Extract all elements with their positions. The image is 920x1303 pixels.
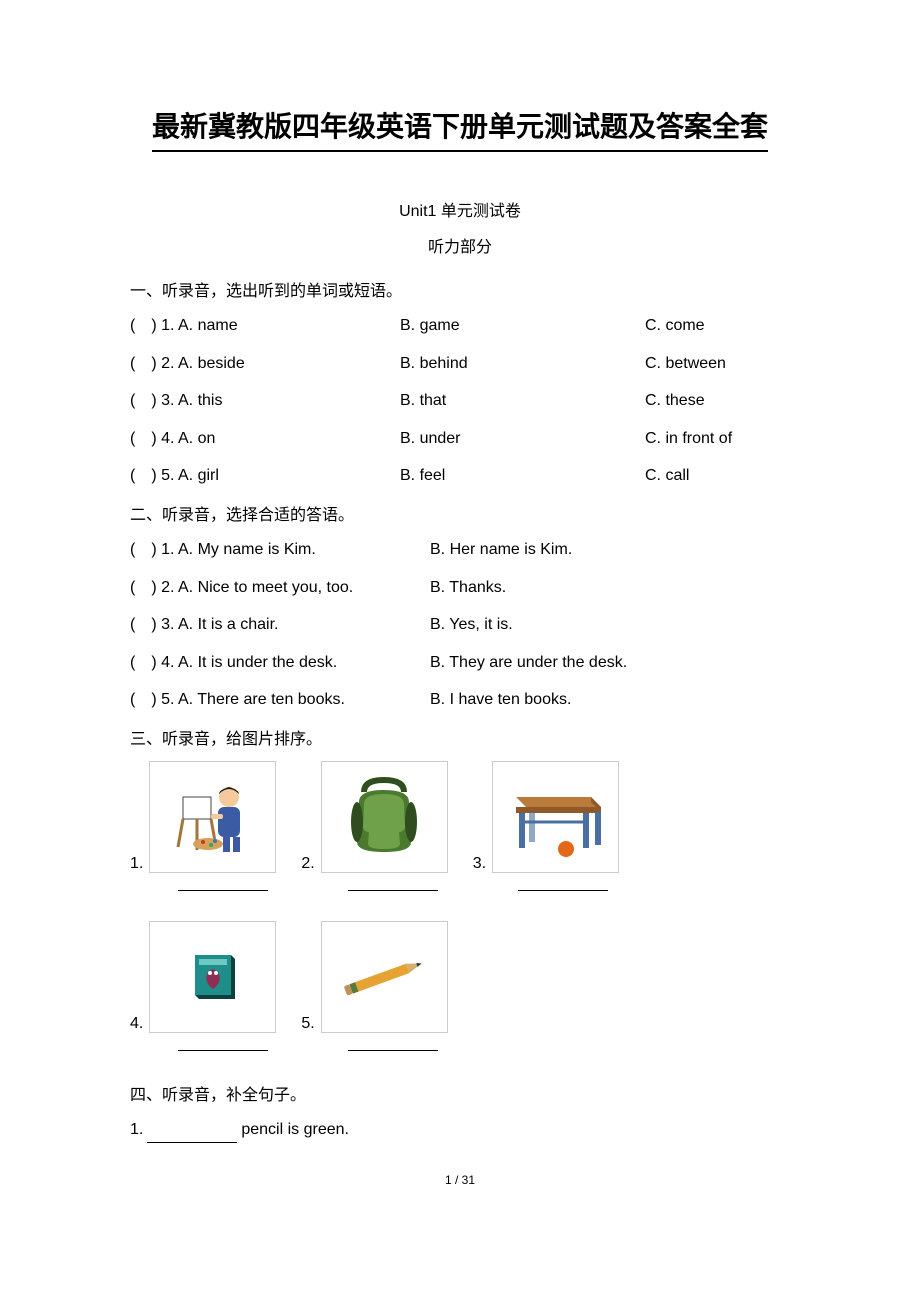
blank-row-2 [130, 1038, 790, 1056]
option-c: C. in front of [645, 426, 732, 452]
section4-question-1: 1. pencil is green. [130, 1117, 790, 1143]
answer-blank [300, 1038, 445, 1056]
option-c: C. come [645, 313, 705, 339]
image-item: 2. [301, 761, 447, 873]
option-a: ( ) 2. A. Nice to meet you, too. [130, 575, 430, 601]
answer-blank [470, 878, 615, 896]
option-b: B. Thanks. [430, 575, 506, 601]
section2-heading: 二、听录音，选择合适的答语。 [130, 501, 790, 525]
q1-prefix: 1. [130, 1117, 143, 1143]
option-c: C. between [645, 351, 726, 377]
option-b: B. Yes, it is. [430, 612, 513, 638]
q1-suffix: pencil is green. [241, 1117, 349, 1143]
image-number: 1. [130, 855, 143, 873]
pencil-image [321, 921, 448, 1033]
image-item: 1. [130, 761, 276, 873]
answer-blank [130, 1038, 275, 1056]
section2-row: ( ) 5. A. There are ten books. B. I have… [130, 687, 790, 713]
option-b: B. behind [400, 351, 645, 377]
section2-rows: ( ) 1. A. My name is Kim. B. Her name is… [130, 537, 790, 713]
option-a: ( ) 5. A. There are ten books. [130, 687, 430, 713]
section2-row: ( ) 2. A. Nice to meet you, too. B. Than… [130, 575, 790, 601]
option-b: B. I have ten books. [430, 687, 571, 713]
option-b: B. feel [400, 463, 645, 489]
section2-row: ( ) 4. A. It is under the desk. B. They … [130, 650, 790, 676]
section1-row: ( ) 1. A. name B. game C. come [130, 313, 790, 339]
option-c: C. call [645, 463, 689, 489]
page-number: 1 / 31 [130, 1173, 790, 1187]
section1-row: ( ) 2. A. beside B. behind C. between [130, 351, 790, 377]
answer-blank [300, 878, 445, 896]
answer-blank [147, 1117, 237, 1143]
answer-blank [130, 878, 275, 896]
image-item: 3. [473, 761, 619, 873]
worksheet-page: 最新冀教版四年级英语下册单元测试题及答案全套 Unit1 单元测试卷 听力部分 … [0, 0, 920, 1303]
option-a: ( ) 5. A. girl [130, 463, 400, 489]
listening-label: 听力部分 [130, 233, 790, 257]
option-c: C. these [645, 388, 705, 414]
option-b: B. Her name is Kim. [430, 537, 572, 563]
image-number: 5. [301, 1015, 314, 1033]
option-b: B. They are under the desk. [430, 650, 627, 676]
page-title: 最新冀教版四年级英语下册单元测试题及答案全套 [152, 105, 768, 152]
option-b: B. that [400, 388, 645, 414]
image-number: 4. [130, 1015, 143, 1033]
option-a: ( ) 1. A. My name is Kim. [130, 537, 430, 563]
image-item: 4. [130, 921, 276, 1033]
option-a: ( ) 4. A. on [130, 426, 400, 452]
image-item: 5. [301, 921, 447, 1033]
option-a: ( ) 4. A. It is under the desk. [130, 650, 430, 676]
section1-row: ( ) 5. A. girl B. feel C. call [130, 463, 790, 489]
section1-heading: 一、听录音，选出听到的单词或短语。 [130, 277, 790, 301]
option-b: B. game [400, 313, 645, 339]
unit-title: Unit1 单元测试卷 [130, 197, 790, 221]
option-a: ( ) 2. A. beside [130, 351, 400, 377]
section3-heading: 三、听录音，给图片排序。 [130, 725, 790, 749]
backpack-image [321, 761, 448, 873]
images-row-2: 4. 5. [130, 921, 790, 1033]
blank-row-1 [130, 878, 790, 896]
painter-image [149, 761, 276, 873]
book-image [149, 921, 276, 1033]
section4-heading: 四、听录音，补全句子。 [130, 1081, 790, 1105]
option-b: B. under [400, 426, 645, 452]
section2-row: ( ) 3. A. It is a chair. B. Yes, it is. [130, 612, 790, 638]
images-row-1: 1. [130, 761, 790, 873]
section1-row: ( ) 4. A. on B. under C. in front of [130, 426, 790, 452]
image-number: 2. [301, 855, 314, 873]
section2-row: ( ) 1. A. My name is Kim. B. Her name is… [130, 537, 790, 563]
desk-image [492, 761, 619, 873]
section1-rows: ( ) 1. A. name B. game C. come ( ) 2. A.… [130, 313, 790, 489]
option-a: ( ) 1. A. name [130, 313, 400, 339]
option-a: ( ) 3. A. It is a chair. [130, 612, 430, 638]
image-number: 3. [473, 855, 486, 873]
option-a: ( ) 3. A. this [130, 388, 400, 414]
section1-row: ( ) 3. A. this B. that C. these [130, 388, 790, 414]
